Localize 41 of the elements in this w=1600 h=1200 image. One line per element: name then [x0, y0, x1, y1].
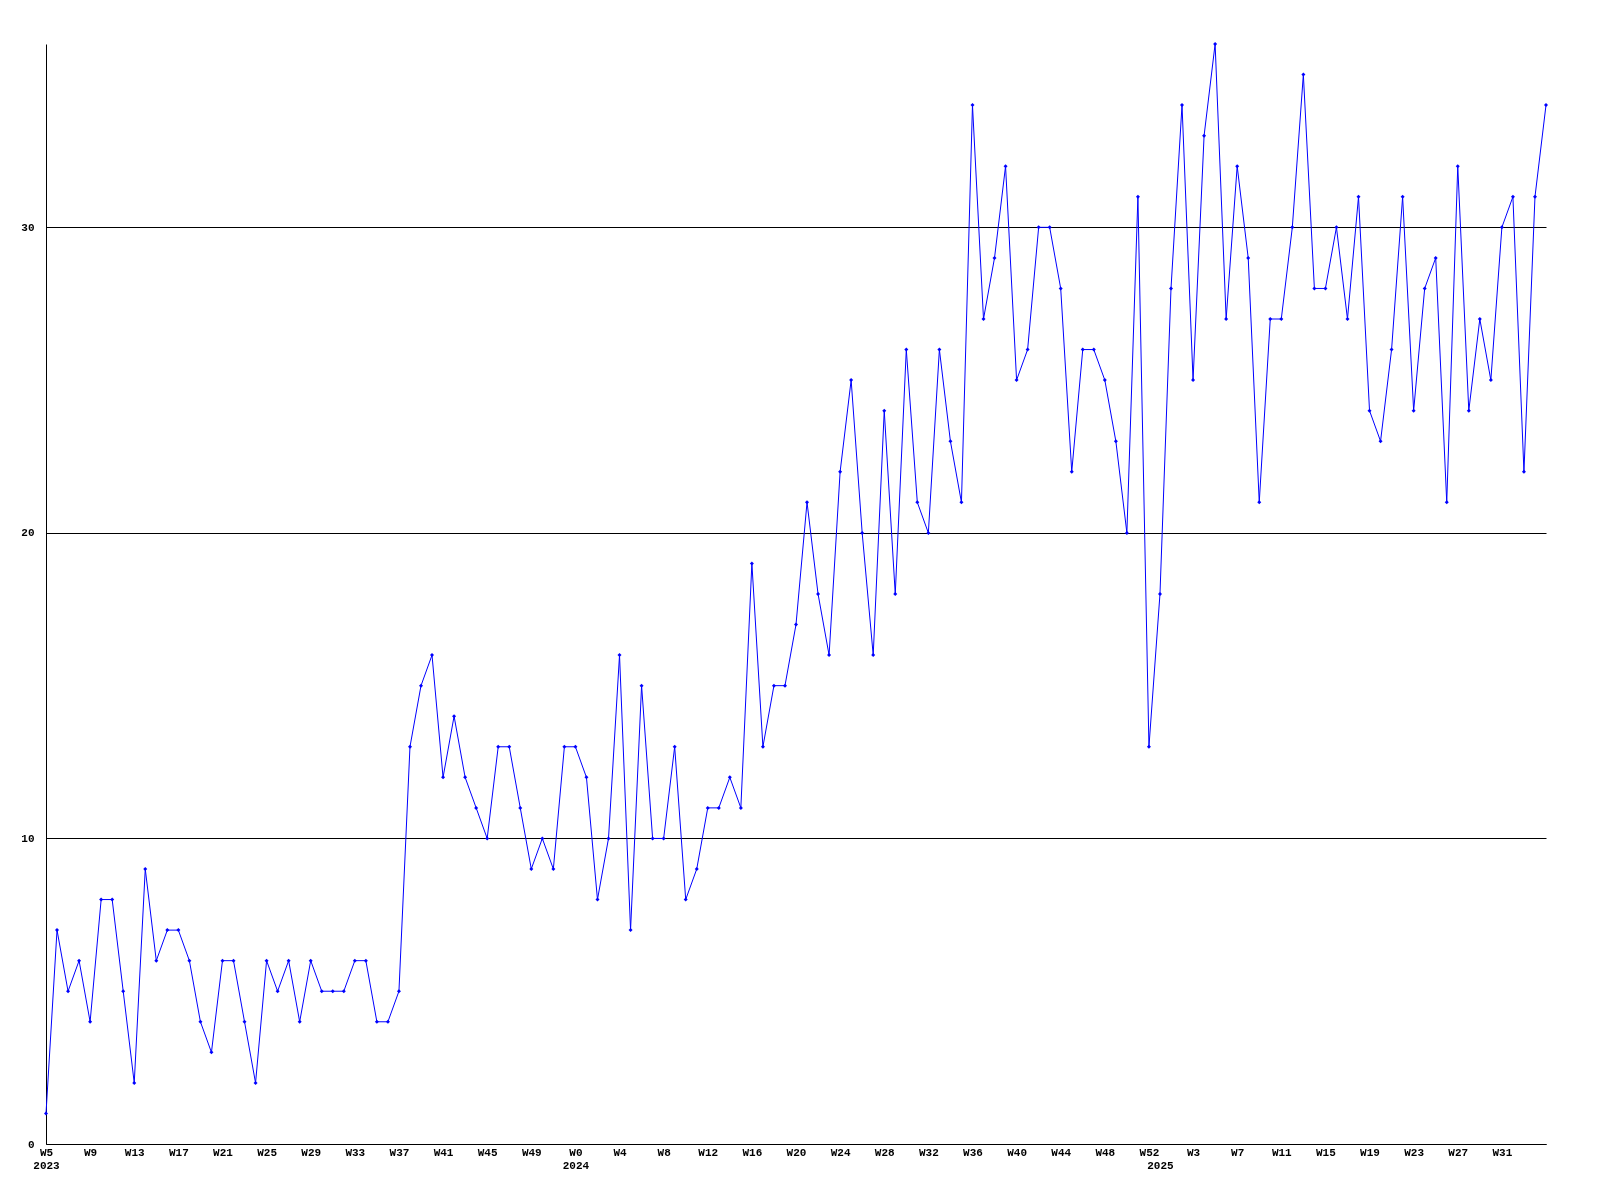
text: 2023	[33, 1159, 61, 1172]
x-tick-label: W24	[830, 1146, 851, 1159]
x-tick-label: W44	[1051, 1146, 1072, 1159]
y-tick-label: 10	[21, 832, 35, 845]
x-tick-label: W28	[874, 1146, 896, 1159]
x-tick-label: W11	[1271, 1146, 1293, 1159]
text: 2025	[1147, 1159, 1175, 1172]
x-tick-label: W23	[1404, 1146, 1425, 1159]
x-tick-label: W41	[433, 1146, 454, 1159]
x-tick-label: W36	[963, 1146, 983, 1159]
x-tick-label: W49	[521, 1146, 542, 1159]
x-tick-label: W37	[389, 1146, 410, 1159]
x-tick-label: W8	[657, 1146, 672, 1159]
x-tick-label: W13	[124, 1146, 146, 1159]
x-tick-label: W40	[1007, 1146, 1027, 1159]
x-tick-label: W29	[301, 1146, 322, 1159]
x-tick-label: W32	[918, 1146, 939, 1159]
x-tick-label: W19	[1360, 1146, 1380, 1159]
x-tick-label: W15	[1316, 1146, 1337, 1159]
x-tick-label: W27	[1448, 1146, 1469, 1159]
x-tick-label: W33	[345, 1146, 366, 1159]
text: 2024	[562, 1159, 590, 1172]
x-tick-label: W5	[39, 1146, 54, 1159]
x-tick-label: W20	[786, 1146, 807, 1159]
x-tick-label: W21	[213, 1146, 234, 1159]
x-tick-label: W45	[477, 1146, 498, 1159]
x-tick-label: W4	[613, 1146, 628, 1159]
x-tick-label: W7	[1231, 1146, 1245, 1159]
y-tick-label: 30	[21, 221, 35, 234]
y-tick-label: 0	[27, 1138, 35, 1151]
x-tick-label: W25	[257, 1146, 278, 1159]
x-tick-label: W16	[742, 1146, 763, 1159]
x-tick-label: W52	[1139, 1146, 1160, 1159]
x-tick-label: W17	[168, 1146, 189, 1159]
x-tick-label: W12	[698, 1146, 719, 1159]
x-tick-label: W3	[1186, 1146, 1201, 1159]
y-tick-label: 20	[21, 527, 35, 540]
x-tick-label: W48	[1095, 1146, 1116, 1159]
x-tick-label: W31	[1492, 1146, 1513, 1159]
x-tick-label: W9	[84, 1146, 98, 1159]
x-tick-label: W0	[569, 1146, 583, 1159]
